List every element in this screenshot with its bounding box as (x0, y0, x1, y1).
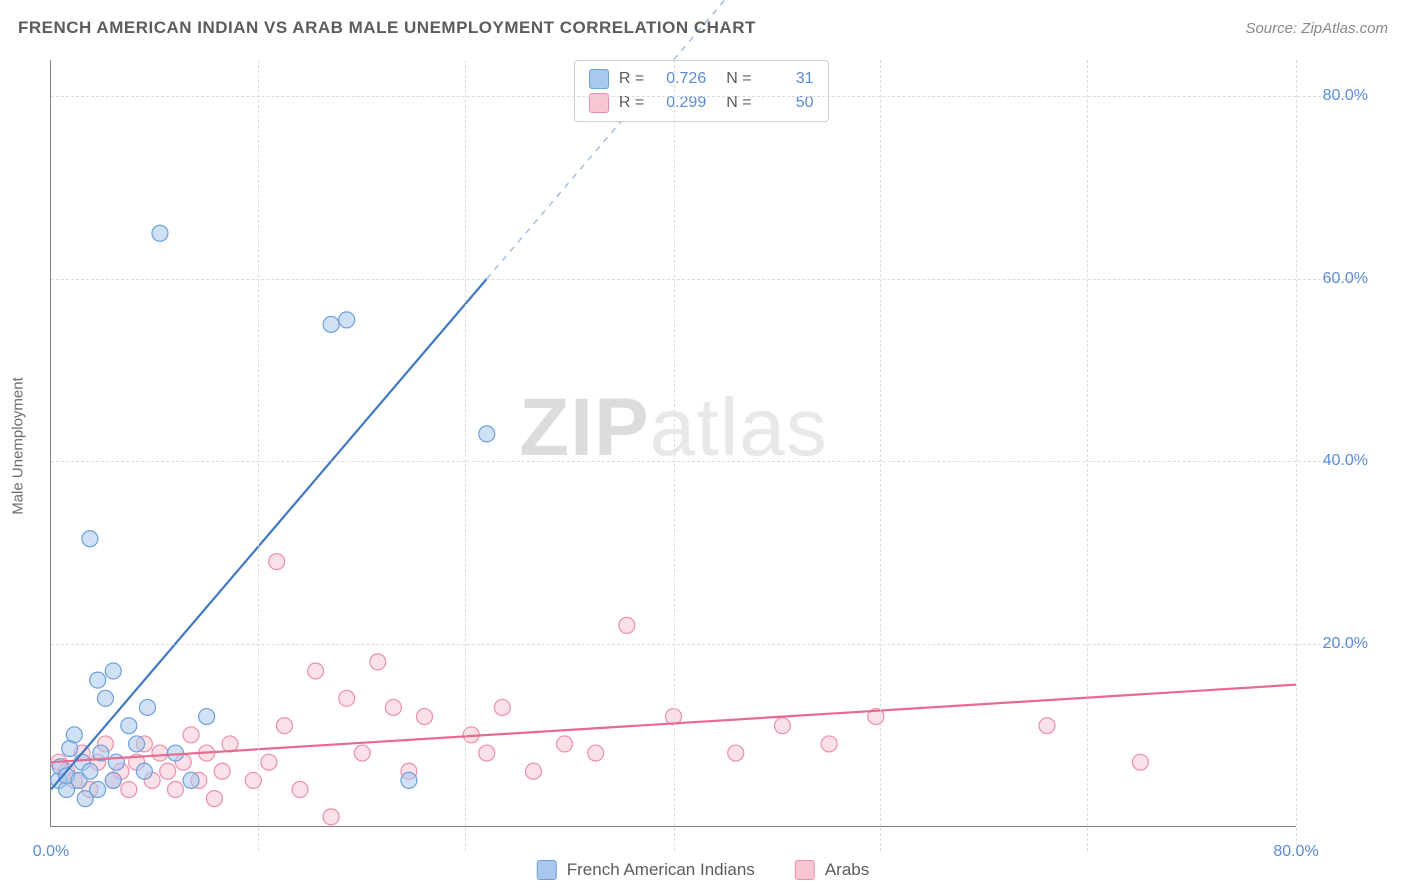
y-axis-label: Male Unemployment (10, 377, 27, 515)
chart-title: FRENCH AMERICAN INDIAN VS ARAB MALE UNEM… (18, 18, 756, 38)
gridline-h (51, 279, 1356, 280)
y-tick-label: 20.0% (1323, 635, 1368, 653)
legend-row-pink: R = 0.299 N = 50 (589, 91, 814, 115)
x-tick-label: 0.0% (33, 843, 69, 861)
gridline-h (51, 96, 1356, 97)
gridline-v (258, 60, 259, 851)
source-attribution: Source: ZipAtlas.com (1245, 20, 1388, 37)
gridline-h (51, 644, 1356, 645)
gridline-h (51, 461, 1356, 462)
swatch-pink-icon (795, 860, 815, 880)
legend-label-pink: Arabs (825, 860, 869, 880)
y-tick-label: 80.0% (1323, 87, 1368, 105)
gridline-v (465, 60, 466, 851)
y-tick-label: 40.0% (1323, 452, 1368, 470)
gridline-v (880, 60, 881, 851)
legend-item-pink: Arabs (795, 860, 869, 880)
plot-area: ZIPatlas R = 0.726 N = 31 R = 0.299 N = … (50, 60, 1296, 827)
legend-item-blue: French American Indians (537, 860, 755, 880)
swatch-blue (589, 69, 609, 89)
legend-label-blue: French American Indians (567, 860, 755, 880)
gridline-v (1087, 60, 1088, 851)
y-tick-label: 60.0% (1323, 270, 1368, 288)
gridline-v (1296, 60, 1297, 851)
swatch-blue-icon (537, 860, 557, 880)
gridline-v (674, 60, 675, 851)
correlation-legend: R = 0.726 N = 31 R = 0.299 N = 50 (574, 60, 829, 122)
legend-bottom: French American Indians Arabs (537, 860, 869, 880)
x-tick-label: 80.0% (1273, 843, 1318, 861)
legend-row-blue: R = 0.726 N = 31 (589, 67, 814, 91)
